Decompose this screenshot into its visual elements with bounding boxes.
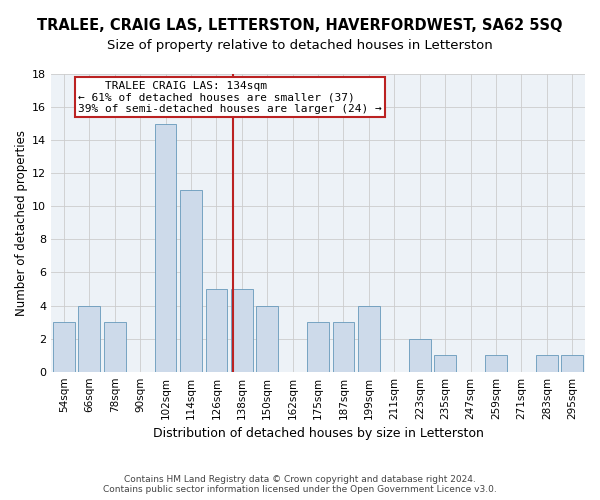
Bar bbox=[358, 306, 380, 372]
Bar bbox=[231, 289, 253, 372]
Text: Size of property relative to detached houses in Letterston: Size of property relative to detached ho… bbox=[107, 39, 493, 52]
Bar bbox=[332, 322, 355, 372]
Bar bbox=[206, 289, 227, 372]
X-axis label: Distribution of detached houses by size in Letterston: Distribution of detached houses by size … bbox=[152, 427, 484, 440]
Y-axis label: Number of detached properties: Number of detached properties bbox=[15, 130, 28, 316]
Bar bbox=[104, 322, 125, 372]
Text: Contains HM Land Registry data © Crown copyright and database right 2024.
Contai: Contains HM Land Registry data © Crown c… bbox=[103, 474, 497, 494]
Bar bbox=[434, 355, 456, 372]
Bar bbox=[155, 124, 176, 372]
Bar bbox=[256, 306, 278, 372]
Bar bbox=[307, 322, 329, 372]
Text: TRALEE, CRAIG LAS, LETTERSTON, HAVERFORDWEST, SA62 5SQ: TRALEE, CRAIG LAS, LETTERSTON, HAVERFORD… bbox=[37, 18, 563, 32]
Bar bbox=[53, 322, 74, 372]
Bar bbox=[536, 355, 557, 372]
Bar bbox=[79, 306, 100, 372]
Bar bbox=[562, 355, 583, 372]
Text: TRALEE CRAIG LAS: 134sqm
← 61% of detached houses are smaller (37)
39% of semi-d: TRALEE CRAIG LAS: 134sqm ← 61% of detach… bbox=[78, 80, 382, 114]
Bar bbox=[180, 190, 202, 372]
Bar bbox=[485, 355, 507, 372]
Bar bbox=[409, 338, 431, 372]
